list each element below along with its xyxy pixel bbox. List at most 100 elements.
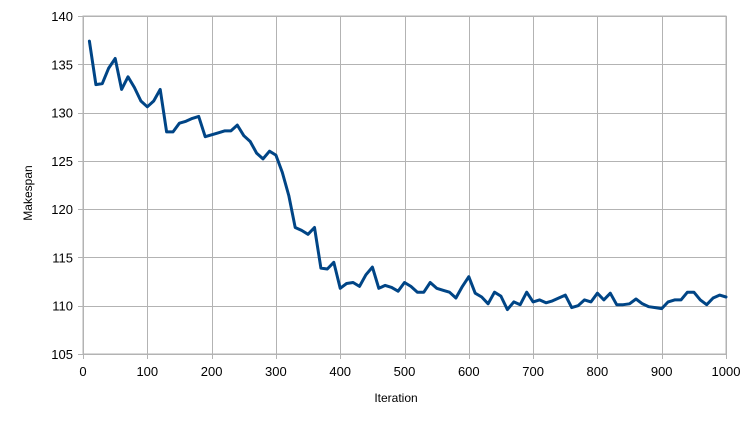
- x-tick-label: 500: [394, 364, 416, 379]
- data-point: [519, 303, 522, 306]
- x-tick-label: 700: [522, 364, 544, 379]
- data-point: [403, 281, 406, 284]
- data-point: [101, 82, 104, 85]
- data-point: [371, 265, 374, 269]
- data-point: [326, 267, 329, 271]
- data-point: [332, 261, 335, 264]
- x-tick-label: 300: [265, 364, 287, 379]
- series-line-0: [87, 39, 728, 312]
- data-point: [281, 171, 284, 174]
- data-point: [236, 123, 239, 127]
- data-point: [345, 282, 348, 285]
- data-point: [158, 88, 162, 91]
- data-point: [94, 83, 98, 86]
- data-point: [467, 275, 470, 278]
- data-point: [268, 150, 271, 153]
- data-point: [146, 105, 149, 108]
- data-point: [596, 291, 599, 295]
- data-point: [178, 121, 181, 125]
- data-point: [583, 298, 586, 302]
- data-point: [544, 301, 548, 305]
- x-tick-label: 800: [587, 364, 609, 379]
- grid: [78, 16, 727, 359]
- data-point: [673, 298, 676, 302]
- y-tick-label: 135: [51, 57, 73, 72]
- x-tick-label: 600: [458, 364, 480, 379]
- data-point: [538, 298, 541, 302]
- data-point: [422, 290, 425, 294]
- y-tick-label: 125: [51, 154, 73, 169]
- data-point: [313, 226, 316, 229]
- x-tick-label: 900: [651, 364, 673, 379]
- data-point: [576, 304, 580, 307]
- data-point: [223, 129, 226, 133]
- data-point: [261, 157, 265, 161]
- x-tick-label: 100: [136, 364, 158, 379]
- data-point: [274, 153, 278, 157]
- x-axis-title: Iteration: [374, 391, 417, 405]
- data-point: [486, 302, 490, 305]
- data-point: [248, 140, 252, 143]
- data-point: [589, 300, 593, 304]
- data-point: [120, 88, 123, 91]
- data-point: [293, 226, 297, 229]
- series-group: [87, 39, 728, 312]
- data-point: [461, 285, 464, 288]
- data-point: [441, 289, 445, 292]
- data-point: [551, 299, 554, 303]
- x-tick-label: 400: [329, 364, 351, 379]
- data-point: [152, 99, 155, 103]
- data-point: [339, 287, 342, 290]
- data-point: [184, 120, 188, 123]
- y-tick-label: 115: [52, 250, 73, 265]
- data-point: [88, 39, 91, 43]
- data-point: [300, 229, 303, 232]
- y-tick-label: 140: [51, 9, 73, 24]
- data-point: [390, 286, 393, 289]
- data-point: [512, 300, 516, 304]
- data-point: [377, 287, 380, 290]
- y-tick-label: 120: [51, 202, 73, 217]
- data-point: [396, 290, 400, 293]
- data-point: [126, 75, 130, 79]
- data-point: [615, 303, 618, 306]
- data-point: [628, 302, 631, 305]
- data-point: [718, 293, 721, 297]
- data-point: [692, 290, 696, 294]
- data-point: [171, 130, 175, 134]
- data-point: [216, 131, 220, 135]
- data-point: [641, 302, 644, 305]
- data-point: [499, 294, 503, 298]
- data-point: [666, 300, 670, 304]
- data-point: [570, 306, 573, 309]
- data-point: [602, 298, 606, 302]
- data-point: [679, 298, 683, 302]
- data-point: [287, 194, 290, 197]
- data-point: [364, 273, 368, 277]
- data-point: [416, 290, 419, 294]
- data-point: [409, 285, 413, 288]
- data-point: [480, 295, 483, 299]
- data-point: [203, 135, 207, 138]
- data-point: [699, 298, 702, 302]
- x-tick-label: 200: [201, 364, 223, 379]
- data-point: [107, 66, 110, 70]
- y-tick-label: 110: [52, 299, 73, 314]
- data-point: [557, 296, 561, 300]
- data-point: [660, 307, 663, 310]
- data-point: [531, 300, 535, 304]
- data-point: [319, 266, 323, 270]
- data-point: [139, 99, 143, 103]
- data-point: [448, 290, 451, 294]
- data-point: [506, 308, 509, 311]
- data-point: [191, 117, 194, 120]
- data-point: [454, 296, 458, 300]
- data-point: [621, 303, 625, 306]
- y-axis-title: Makespan: [21, 165, 35, 220]
- data-point: [564, 293, 567, 297]
- data-point: [384, 284, 387, 287]
- data-point: [686, 290, 689, 294]
- data-point: [711, 296, 715, 300]
- data-point: [647, 305, 651, 308]
